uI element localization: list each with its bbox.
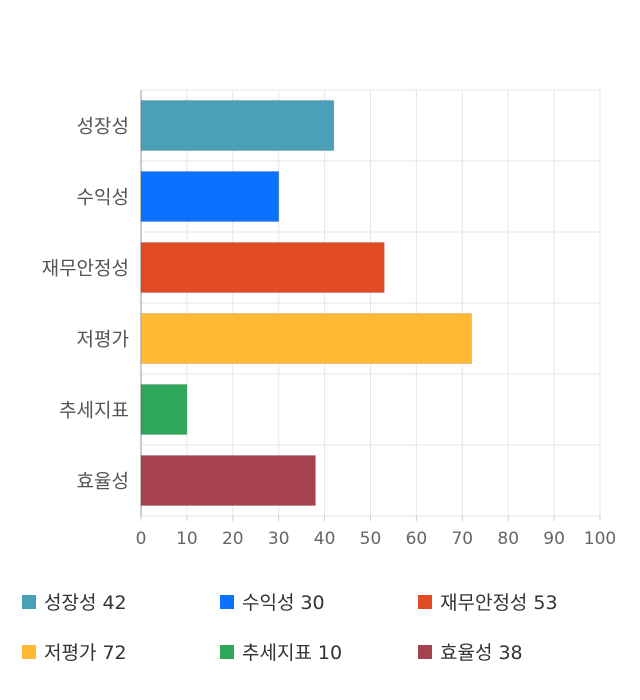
legend-value: 42	[102, 592, 127, 614]
legend-label: 성장성	[44, 592, 97, 614]
category-label: 수익성	[77, 187, 129, 209]
bar	[140, 100, 335, 151]
legend-label: 수익성	[242, 592, 295, 614]
legend-item-trend[interactable]: 추세지표 10	[220, 638, 342, 665]
legend-swatch	[418, 644, 432, 659]
x-tick-label: 0	[136, 529, 147, 549]
legend-value: 72	[102, 642, 127, 664]
x-tick-label: 40	[314, 529, 336, 549]
x-tick-label: 90	[543, 529, 565, 549]
x-tick-label: 50	[360, 529, 382, 549]
category-label: 효율성	[77, 471, 129, 493]
legend-item-undervaluation[interactable]: 저평가 72	[22, 638, 127, 665]
legend-label: 저평가	[44, 642, 97, 664]
legend-value: 30	[300, 592, 325, 614]
legend-item-growth[interactable]: 성장성 42	[22, 588, 127, 615]
legend-value: 38	[498, 642, 523, 664]
x-tick-label: 20	[222, 529, 244, 549]
category-label: 재무안정성	[42, 258, 129, 280]
legend-swatch	[22, 644, 36, 659]
legend-label: 효율성	[440, 642, 493, 664]
legend-item-financial-stability[interactable]: 재무안정성 53	[418, 588, 558, 615]
x-tick-label: 30	[268, 529, 290, 549]
legend-swatch	[22, 594, 36, 609]
bar	[140, 313, 472, 364]
legend-label: 재무안정성	[440, 592, 528, 614]
x-tick-label: 70	[451, 529, 473, 549]
category-label: 성장성	[77, 116, 129, 138]
legend-swatch	[418, 594, 432, 609]
x-tick-label: 60	[406, 529, 428, 549]
x-tick-label: 100	[584, 529, 616, 549]
legend-label: 추세지표	[242, 642, 312, 664]
x-tick-label: 80	[497, 529, 519, 549]
bar	[140, 171, 280, 222]
legend-swatch	[220, 644, 234, 659]
legend-swatch	[220, 594, 234, 609]
legend-value: 10	[317, 642, 343, 664]
bar	[140, 384, 188, 435]
bar	[140, 242, 385, 293]
legend-item-profitability[interactable]: 수익성 30	[220, 588, 325, 615]
legend-item-efficiency[interactable]: 효율성 38	[418, 638, 523, 665]
x-tick-label: 10	[176, 529, 198, 549]
category-label: 저평가	[77, 329, 129, 351]
bar	[140, 455, 316, 506]
legend-value: 53	[533, 592, 558, 614]
category-label: 추세지표	[59, 400, 129, 422]
